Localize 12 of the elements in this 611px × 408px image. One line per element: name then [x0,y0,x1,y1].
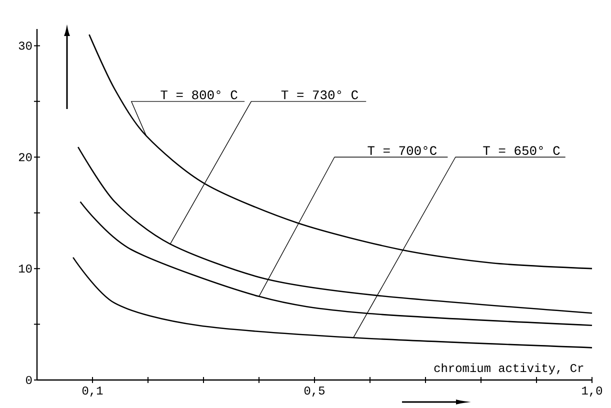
text: T = 730° C [281,90,358,100]
y-tick-label: 30 [18,42,32,50]
text: T = 800° C [160,90,238,100]
x-tick-label: 0,1 [82,386,103,397]
text: T = 650° C [483,146,560,155]
y-tick-label: 10 [18,264,32,273]
x-axis-title: chromium activity, Cr [434,363,584,374]
text: T = 700°C [368,146,437,155]
x-tick-label: 1,0 [582,386,602,397]
x-tick-label: 0,5 [304,386,325,397]
y-tick-label: 20 [18,153,32,162]
y-tick-label: 0 [26,376,32,384]
